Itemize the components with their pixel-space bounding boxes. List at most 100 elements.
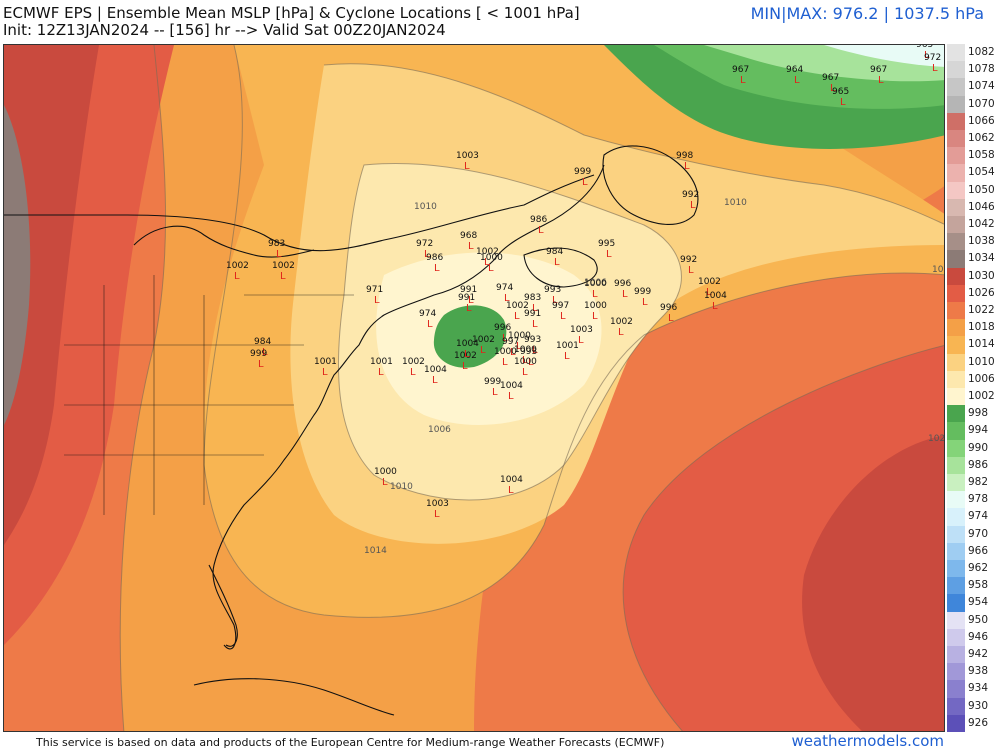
low-marker-icon: L — [410, 367, 416, 378]
cyclone-pressure-value: 991 — [458, 293, 475, 303]
low-marker-icon: L — [592, 289, 598, 300]
isobar-label: 1010 — [724, 198, 747, 208]
great-lakes-outline — [133, 225, 315, 258]
legend-label: 942 — [968, 648, 989, 660]
legend-label: 962 — [968, 562, 989, 574]
canada-us-border — [4, 174, 595, 252]
legend-entry: 1022 — [947, 302, 1000, 320]
legend-swatch — [947, 508, 965, 526]
legend-label: 1070 — [968, 97, 995, 110]
legend-swatch — [947, 680, 965, 698]
low-marker-icon: L — [740, 75, 746, 86]
legend-label: 986 — [968, 458, 989, 471]
cuba-outline — [193, 678, 395, 716]
low-marker-icon: L — [582, 177, 588, 188]
cyclone-pressure-value: 1001 — [556, 341, 579, 351]
field-1030-east — [802, 435, 944, 731]
legend-label: 1054 — [968, 166, 995, 179]
legend-entry: 1070 — [947, 95, 1000, 113]
low-marker-icon: L — [434, 509, 440, 520]
isobar-label: 1006 — [428, 425, 451, 435]
legend-label: 1062 — [968, 132, 995, 144]
map-panel: 10101006101010141018102610101006 965L972… — [3, 44, 945, 732]
legend-label: 1058 — [968, 149, 995, 162]
low-marker-icon: L — [502, 333, 508, 344]
legend-label: 966 — [968, 544, 989, 557]
legend-entry: 1034 — [947, 250, 1000, 268]
cyclone-pressure-value: 993 — [544, 285, 561, 295]
legend-entry: 998 — [947, 405, 1000, 423]
legend-entry: 1050 — [947, 181, 1000, 199]
low-marker-icon: L — [468, 241, 474, 252]
low-marker-icon: L — [932, 63, 938, 74]
cyclone-pressure-value: 1003 — [570, 325, 593, 335]
cyclone-pressure-value: 968 — [460, 231, 477, 241]
legend-label: 1006 — [968, 372, 995, 385]
low-marker-icon: L — [466, 303, 472, 314]
cyclone-pressure-value: 1000 — [584, 301, 607, 311]
isobar-label: 1014 — [364, 546, 387, 556]
low-marker-icon: L — [508, 485, 514, 496]
legend-entry: 950 — [947, 611, 1000, 629]
cyclone-pressure-value: 999 — [574, 167, 591, 177]
isobar-1010 — [323, 63, 944, 225]
legend-swatch — [947, 336, 965, 354]
legend-entry: 958 — [947, 577, 1000, 595]
cyclone-pressure-value: 986 — [530, 215, 547, 225]
legend-entry: 1066 — [947, 112, 1000, 130]
legend-swatch — [947, 474, 965, 492]
legend-swatch — [947, 198, 965, 216]
legend-label: 930 — [968, 699, 989, 712]
legend-entry: 1078 — [947, 61, 1000, 79]
isobar-1014 — [203, 45, 944, 618]
low-marker-icon: L — [427, 319, 433, 330]
legend-entry: 1030 — [947, 267, 1000, 285]
legend-swatch — [947, 405, 965, 423]
legend-swatch — [947, 663, 965, 681]
isobar-label: 1010 — [414, 202, 437, 212]
legend-swatch — [947, 646, 965, 664]
isobar-lines — [119, 45, 944, 731]
legend-label: 1042 — [968, 218, 995, 230]
legend-swatch — [947, 61, 965, 79]
low-marker-icon: L — [276, 249, 282, 260]
cyclone-pressure-value: 1004 — [456, 339, 479, 349]
weathermodels-credit[interactable]: weathermodels.com — [791, 732, 944, 750]
legend-label: 954 — [968, 596, 989, 609]
cyclone-pressure-value: 993 — [524, 335, 541, 345]
cyclone-pressure-value: 992 — [682, 190, 699, 200]
low-marker-icon: L — [488, 263, 494, 274]
isobar-1026 — [622, 344, 944, 731]
low-marker-icon: L — [622, 289, 628, 300]
legend-entry: 1002 — [947, 388, 1000, 406]
low-marker-icon: L — [484, 257, 490, 268]
cyclone-pressure-value: 998 — [676, 151, 693, 161]
legend-swatch — [947, 130, 965, 148]
cyclone-pressure-value: 983 — [524, 293, 541, 303]
legend-swatch — [947, 164, 965, 182]
pressure-legend: 1082 1078 1074 1070 1066 1062 1058 1054 1050 1046… — [947, 44, 1000, 732]
low-marker-icon: L — [712, 301, 718, 312]
legend-entry: 1054 — [947, 164, 1000, 182]
low-marker-icon: L — [794, 75, 800, 86]
legend-label: 970 — [968, 527, 989, 540]
atlantic-coastline — [212, 164, 605, 650]
legend-swatch — [947, 560, 965, 578]
